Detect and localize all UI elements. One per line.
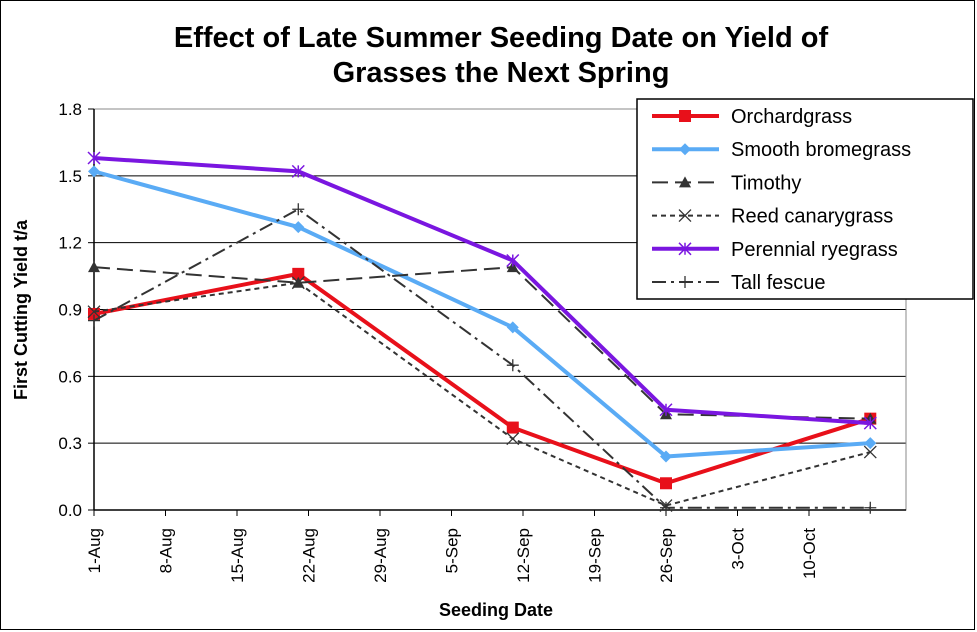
x-tick-label: 3-Oct	[729, 528, 748, 570]
legend-label: Orchardgrass	[731, 106, 852, 128]
data-point-marker	[863, 445, 877, 459]
series-tall-fescue	[88, 203, 877, 514]
legend-entry: Tall fescue	[652, 272, 826, 294]
x-tick-label: 12-Sep	[514, 528, 533, 583]
data-point-marker	[660, 501, 672, 514]
legend-label: Reed canarygrass	[731, 206, 893, 228]
x-tick-label: 15-Aug	[228, 528, 247, 583]
data-point-marker	[291, 164, 305, 178]
chart-title: Effect of Late Summer Seeding Date on Yi…	[71, 21, 931, 91]
legend-entry: Orchardgrass	[652, 106, 852, 128]
x-tick-label: 26-Sep	[657, 528, 676, 583]
y-tick-labels: 0.0 0.3 0.6 0.9 1.2 1.5 1.8	[58, 100, 94, 520]
legend-label: Timothy	[731, 172, 801, 194]
data-point-marker	[679, 276, 691, 288]
x-tick-label: 5-Sep	[443, 528, 462, 573]
y-tick-label: 1.8	[58, 100, 82, 119]
legend-entry: Perennial ryegrass	[652, 239, 898, 261]
data-point-marker	[863, 416, 877, 430]
data-point-marker	[292, 267, 305, 280]
data-point-marker	[660, 450, 672, 463]
data-point-marker	[88, 314, 100, 327]
data-point-marker	[292, 203, 305, 216]
legend-entry: Reed canarygrass	[652, 206, 893, 228]
x-tick-label: 8-Aug	[157, 528, 176, 573]
y-tick-label: 0.9	[58, 301, 82, 320]
legend-box	[636, 98, 974, 300]
data-point-marker	[506, 261, 519, 273]
data-point-marker	[864, 501, 877, 514]
y-tick-label: 1.5	[58, 167, 82, 186]
legend-entry: Smooth bromegrass	[652, 139, 911, 161]
data-point-marker	[291, 276, 305, 290]
data-point-marker	[506, 253, 520, 268]
series-reed-canarygrass	[87, 276, 877, 513]
legend: Orchardgrass Smooth bromegrass Timothy Reed…	[636, 98, 974, 300]
legend-entry: Timothy	[652, 172, 801, 194]
y-axis-label: First Cutting Yield t/a	[11, 219, 31, 400]
x-tick-label: 29-Aug	[371, 528, 390, 583]
data-point-marker	[864, 437, 877, 450]
data-point-marker	[659, 403, 673, 417]
data-point-marker	[679, 143, 691, 156]
data-point-marker	[87, 151, 101, 165]
data-point-marker	[660, 477, 672, 490]
legend-label: Perennial ryegrass	[731, 239, 898, 261]
y-tick-label: 0.3	[58, 434, 82, 453]
data-point-marker	[88, 165, 100, 178]
series-orchardgrass	[88, 267, 877, 490]
x-axis-label: Seeding Date	[439, 600, 553, 620]
series-line	[93, 281, 871, 507]
x-tick-label: 10-Oct	[800, 528, 819, 579]
series-smooth-bromegrass	[88, 165, 877, 463]
data-point-marker	[678, 209, 692, 223]
x-tick-label: 22-Aug	[300, 528, 319, 583]
data-point-marker	[678, 242, 692, 256]
data-point-marker	[506, 359, 519, 372]
chart-title-line-1: Effect of Late Summer Seeding Date on Yi…	[173, 22, 829, 54]
data-point-marker	[88, 261, 100, 273]
series-perennial-ryegrass	[87, 151, 877, 430]
data-point-marker	[292, 221, 305, 234]
data-point-marker	[679, 176, 691, 188]
data-point-marker	[87, 305, 101, 319]
legend-label: Tall fescue	[731, 272, 826, 294]
series-group	[87, 151, 877, 514]
data-point-marker	[679, 110, 691, 122]
x-tick-labels: 1-Aug 8-Aug 15-Aug 22-Aug 29-Aug 5-Sep 12-Sep 1…	[85, 510, 819, 583]
data-point-marker	[506, 321, 519, 334]
x-tick-label: 19-Sep	[586, 528, 605, 583]
data-point-marker	[506, 421, 519, 434]
y-tick-label: 1.2	[58, 234, 82, 253]
y-tick-label: 0.6	[58, 367, 82, 386]
chart-title-line-2: Grasses the Next Spring	[332, 57, 670, 89]
x-tick-label: 1-Aug	[85, 528, 104, 573]
data-point-marker	[506, 432, 520, 446]
y-tick-label: 0.0	[58, 501, 82, 520]
legend-label: Smooth bromegrass	[731, 139, 911, 161]
